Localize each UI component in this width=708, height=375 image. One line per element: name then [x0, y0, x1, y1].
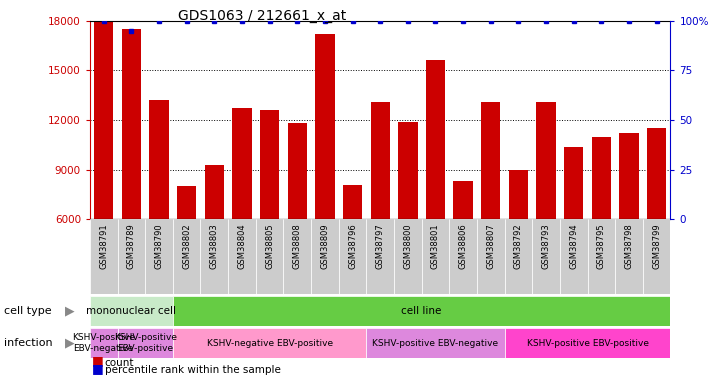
Text: cell type: cell type [4, 306, 51, 316]
Text: GSM38803: GSM38803 [210, 223, 219, 269]
Bar [283, 219, 311, 294]
Text: GSM38804: GSM38804 [237, 223, 246, 269]
Bar [122, 29, 141, 219]
Text: ■: ■ [92, 362, 104, 375]
Text: GDS1063 / 212661_x_at: GDS1063 / 212661_x_at [178, 9, 346, 23]
Bar [311, 219, 338, 294]
Text: KSHV-positive
EBV-negative: KSHV-positive EBV-negative [72, 333, 135, 353]
Bar [149, 100, 169, 219]
Text: GSM38809: GSM38809 [321, 223, 329, 269]
Bar [426, 60, 445, 219]
Text: KSHV-negative EBV-positive: KSHV-negative EBV-positive [207, 339, 333, 348]
Text: GSM38802: GSM38802 [182, 223, 191, 269]
Text: KSHV-positive EBV-negative: KSHV-positive EBV-negative [372, 339, 498, 348]
Bar [422, 219, 450, 294]
Text: ▶: ▶ [64, 337, 74, 350]
Bar [509, 170, 528, 219]
Text: GSM38796: GSM38796 [348, 223, 357, 269]
Bar [90, 328, 118, 358]
Text: GSM38806: GSM38806 [459, 223, 467, 269]
Bar [145, 219, 173, 294]
Bar [205, 165, 224, 219]
Bar [537, 102, 556, 219]
Bar [173, 328, 366, 358]
Bar [90, 219, 118, 294]
Bar [173, 296, 670, 326]
Text: cell line: cell line [401, 306, 442, 316]
Bar [560, 219, 588, 294]
Text: ▶: ▶ [64, 305, 74, 318]
Bar [505, 219, 532, 294]
Text: GSM38795: GSM38795 [597, 223, 606, 269]
Bar [118, 219, 145, 294]
Text: GSM38801: GSM38801 [431, 223, 440, 269]
Bar [643, 219, 670, 294]
Text: infection: infection [4, 338, 52, 348]
Text: GSM38807: GSM38807 [486, 223, 496, 269]
Bar [477, 219, 505, 294]
Bar [453, 181, 473, 219]
Text: GSM38789: GSM38789 [127, 223, 136, 269]
Bar [94, 21, 113, 219]
Bar [615, 219, 643, 294]
Bar [260, 110, 279, 219]
Bar [343, 184, 362, 219]
Bar [90, 296, 173, 326]
Bar [564, 147, 583, 219]
Text: GSM38793: GSM38793 [542, 223, 551, 269]
Bar [287, 123, 307, 219]
Bar [592, 136, 611, 219]
Text: GSM38792: GSM38792 [514, 223, 523, 269]
Text: GSM38794: GSM38794 [569, 223, 578, 269]
Bar [232, 108, 251, 219]
Bar [450, 219, 477, 294]
Text: GSM38800: GSM38800 [404, 223, 412, 269]
Bar [366, 328, 505, 358]
Text: KSHV-positive EBV-positive: KSHV-positive EBV-positive [527, 339, 649, 348]
Text: GSM38808: GSM38808 [293, 223, 302, 269]
Bar [481, 102, 501, 219]
Text: GSM38791: GSM38791 [99, 223, 108, 269]
Text: GSM38805: GSM38805 [265, 223, 274, 269]
Bar [588, 219, 615, 294]
Text: GSM38797: GSM38797 [376, 223, 384, 269]
Bar [370, 102, 390, 219]
Bar [647, 128, 666, 219]
Text: KSHV-positive
EBV-positive: KSHV-positive EBV-positive [114, 333, 177, 353]
Bar [366, 219, 394, 294]
Bar [177, 186, 196, 219]
Bar [505, 328, 670, 358]
Bar [200, 219, 228, 294]
Text: GSM38799: GSM38799 [652, 223, 661, 269]
Text: mononuclear cell: mononuclear cell [86, 306, 176, 316]
Bar [620, 133, 639, 219]
Text: percentile rank within the sample: percentile rank within the sample [105, 365, 280, 375]
Bar [398, 122, 418, 219]
Bar [532, 219, 560, 294]
Text: GSM38790: GSM38790 [154, 223, 164, 269]
Text: count: count [105, 357, 135, 368]
Bar [118, 328, 173, 358]
Bar [338, 219, 366, 294]
Bar [256, 219, 283, 294]
Text: GSM38798: GSM38798 [624, 223, 634, 269]
Bar [315, 34, 335, 219]
Bar [173, 219, 200, 294]
Bar [394, 219, 422, 294]
Bar [228, 219, 256, 294]
Text: ■: ■ [92, 354, 104, 368]
